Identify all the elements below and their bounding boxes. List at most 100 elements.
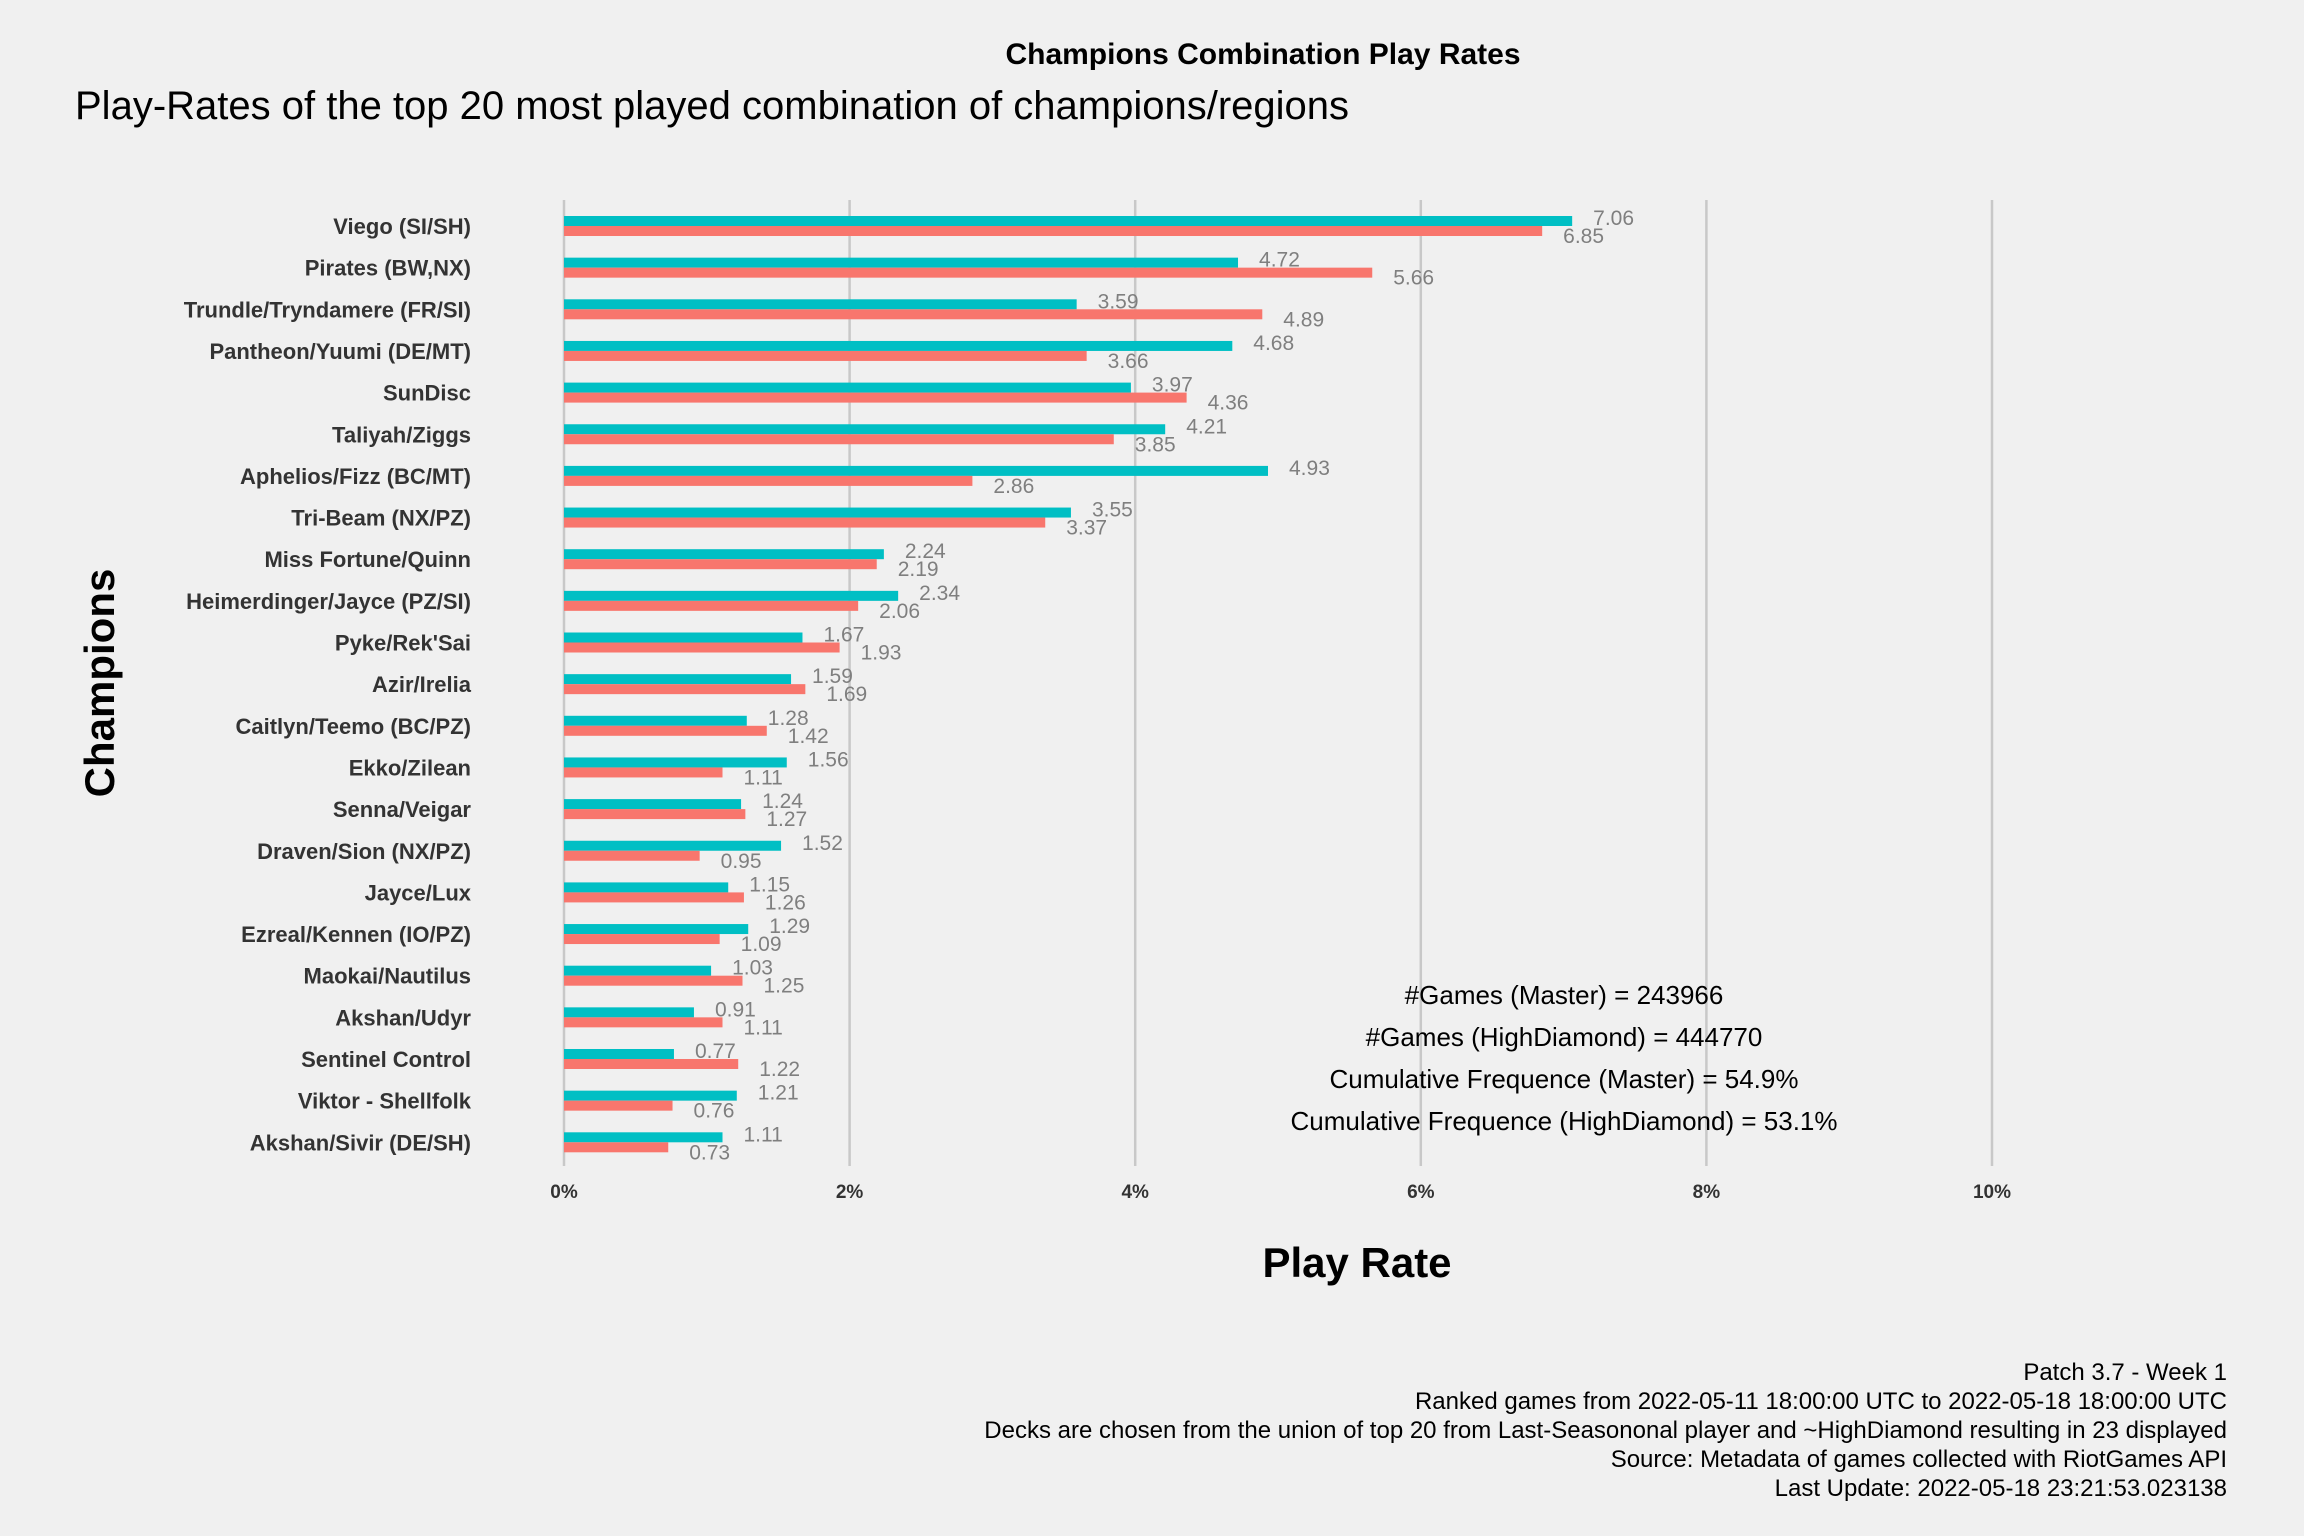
stats-line: #Games (Master) = 243966 (1405, 980, 1724, 1010)
bar (564, 1017, 723, 1028)
bar (564, 632, 803, 643)
bar (564, 257, 1239, 268)
bar (564, 840, 782, 851)
data-label: 1.27 (766, 808, 807, 831)
data-label: 1.11 (744, 1016, 783, 1039)
data-label: 3.97 (1152, 374, 1193, 397)
data-label: 0.73 (689, 1141, 730, 1164)
data-label: 1.26 (765, 891, 806, 914)
category-label: Pirates (BW,NX) (305, 256, 471, 281)
data-label: 1.93 (861, 642, 902, 665)
data-label: 1.59 (812, 665, 853, 688)
category-label: Caitlyn/Teemo (BC/PZ) (235, 714, 471, 739)
bar (564, 975, 743, 986)
data-label: 6.85 (1563, 225, 1604, 248)
data-label: 1.15 (749, 873, 790, 896)
caption-line: Decks are chosen from the union of top 2… (984, 1417, 2227, 1444)
category-label: Taliyah/Ziggs (332, 422, 471, 447)
category-label: Ezreal/Kennen (IO/PZ) (241, 922, 471, 947)
category-label: Viktor - Shellfolk (298, 1089, 472, 1114)
category-label: Miss Fortune/Quinn (264, 547, 471, 572)
bar (564, 715, 747, 726)
y-axis-title: Champions (76, 569, 123, 798)
data-label: 4.36 (1208, 392, 1249, 415)
category-label: Jayce/Lux (365, 880, 472, 905)
category-label: Trundle/Tryndamere (FR/SI) (184, 297, 471, 322)
data-label: 1.11 (744, 1123, 783, 1146)
bar (564, 299, 1077, 310)
bar (564, 350, 1087, 361)
data-label: 7.06 (1593, 207, 1634, 230)
data-label: 0.76 (694, 1100, 735, 1123)
data-label: 1.56 (808, 748, 849, 771)
bar (564, 424, 1166, 435)
caption-line: Ranked games from 2022-05-11 18:00:00 UT… (1415, 1388, 2227, 1415)
stats-line: Cumulative Frequence (Master) = 54.9% (1330, 1064, 1799, 1094)
x-axis-title: Play Rate (1262, 1239, 1451, 1286)
data-label: 2.19 (898, 558, 939, 581)
category-label: Heimerdinger/Jayce (PZ/SI) (186, 589, 471, 614)
bar (564, 934, 720, 945)
bar (564, 882, 729, 893)
bar (564, 799, 742, 810)
bar (564, 517, 1046, 528)
bar (564, 725, 767, 736)
bars (564, 216, 1573, 1153)
caption-line: Last Update: 2022-05-18 23:21:53.023138 (1775, 1475, 2227, 1502)
category-label: Tri-Beam (NX/PZ) (291, 506, 471, 531)
chart-subtitle: Play-Rates of the top 20 most played com… (75, 84, 1349, 128)
bar (564, 1142, 669, 1153)
data-label: 1.28 (768, 707, 809, 730)
bar (564, 1090, 737, 1101)
bar (564, 559, 877, 570)
data-label: 3.37 (1066, 517, 1107, 540)
data-label: 2.06 (879, 600, 920, 623)
category-label: Viego (SI/SH) (333, 214, 471, 239)
stats-line: Cumulative Frequence (HighDiamond) = 53.… (1291, 1106, 1838, 1136)
data-label: 5.66 (1393, 267, 1434, 290)
category-label: Sentinel Control (301, 1047, 471, 1072)
data-label: 4.93 (1289, 457, 1330, 480)
data-label: 4.89 (1283, 308, 1324, 331)
bar (564, 757, 787, 768)
data-label: 4.68 (1253, 332, 1294, 355)
chart-title: Champions Combination Play Rates (1005, 38, 1520, 71)
bar (564, 684, 806, 695)
x-tick-label: 4% (1121, 1182, 1149, 1203)
category-label: Pantheon/Yuumi (DE/MT) (209, 339, 471, 364)
data-label: 1.24 (762, 790, 803, 813)
x-tick-label: 2% (836, 1182, 864, 1203)
data-label: 2.24 (905, 540, 946, 563)
category-label: Senna/Veigar (333, 797, 472, 822)
data-label: 0.95 (721, 850, 762, 873)
bar (564, 475, 973, 486)
data-label: 4.72 (1259, 249, 1300, 272)
bar (564, 642, 840, 653)
bar (564, 850, 700, 861)
data-label: 0.77 (695, 1040, 736, 1063)
data-label: 3.55 (1092, 499, 1133, 522)
bar (564, 549, 884, 560)
bar (564, 507, 1071, 518)
bar (564, 465, 1269, 476)
bar (564, 767, 723, 778)
data-label: 2.86 (993, 475, 1034, 498)
bar (564, 1132, 723, 1143)
data-label: 3.66 (1108, 350, 1149, 373)
caption-line: Source: Metadata of games collected with… (1611, 1446, 2227, 1473)
category-label: SunDisc (383, 381, 471, 406)
bar (564, 340, 1233, 351)
bar (564, 1059, 739, 1069)
data-label: 1.11 (744, 766, 783, 789)
category-label: Aphelios/Fizz (BC/MT) (240, 464, 471, 489)
data-label: 1.69 (826, 683, 867, 706)
bar (564, 226, 1543, 236)
data-label: 1.25 (764, 975, 805, 998)
category-label: Maokai/Nautilus (304, 964, 471, 989)
data-label: 1.09 (741, 933, 782, 956)
data-label: 1.21 (758, 1082, 799, 1105)
data-label: 4.21 (1186, 415, 1227, 438)
category-label: Draven/Sion (NX/PZ) (257, 839, 471, 864)
x-tick-label: 10% (1973, 1182, 2011, 1203)
